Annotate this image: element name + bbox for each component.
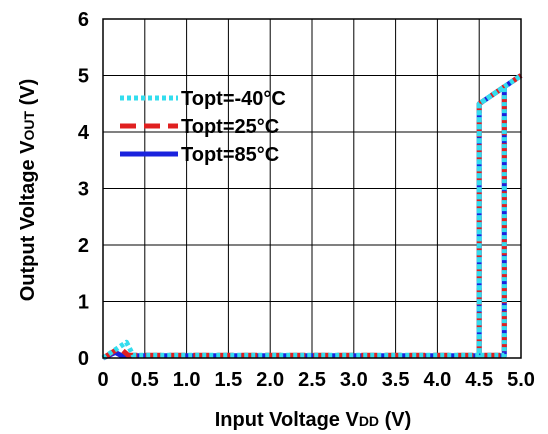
y-tick-label: 0 [78,348,89,370]
y-tick-label: 4 [78,122,90,144]
y-axis-label: Output Voltage VOUT (V) [17,79,39,302]
x-tick-label: 3.0 [340,369,368,391]
y-tick-labels: 0 1 2 3 4 5 6 [78,9,90,370]
plot-frame [102,18,522,359]
legend-label: Topt=85°C [181,144,279,166]
y-tick-label: 1 [78,292,89,314]
x-tick-label: 4.5 [465,369,493,391]
y-tick-label: 3 [78,179,89,201]
x-tick-label: 1.0 [173,369,201,391]
x-tick-label: 2.5 [298,369,326,391]
grid [103,19,521,358]
x-tick-label: 1.5 [214,369,242,391]
y-tick-label: 6 [78,9,89,31]
x-tick-label: 0.5 [131,369,159,391]
x-tick-label: 2.0 [256,369,284,391]
y-tick-label: 5 [78,66,89,88]
series-lines [101,73,523,361]
x-tick-label: 0 [97,369,108,391]
x-tick-label: 4.0 [423,369,451,391]
x-tick-labels: 0 0.5 1.0 1.5 2.0 2.5 3.0 3.5 4.0 4.5 5.0 [97,369,534,391]
legend-label: Topt=-40°C [181,88,286,110]
x-axis-label: Input Voltage VDD (V) [215,409,412,431]
legend-label: Topt=25°C [181,116,279,138]
series-line [101,73,523,361]
x-tick-label: 5.0 [507,369,535,391]
y-tick-label: 2 [78,235,89,257]
x-tick-label: 3.5 [382,369,410,391]
legend: Topt=-40°C Topt=25°C Topt=85°C [120,88,286,166]
